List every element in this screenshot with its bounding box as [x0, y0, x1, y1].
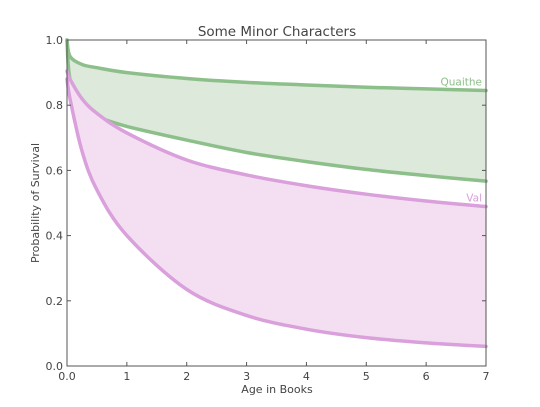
x-tick-label: 0.0	[58, 370, 76, 383]
x-axis: 0.0 1 2 3 4 5 6 7	[58, 40, 490, 383]
x-tick-label: 2	[183, 370, 190, 383]
plot-frame	[66, 39, 487, 367]
quaithe-label: Quaithe	[440, 77, 482, 89]
plot-area	[65, 38, 488, 349]
y-tick-label: 0.8	[46, 99, 64, 112]
quaithe-band	[67, 40, 486, 182]
y-tick-label: 0.2	[46, 295, 64, 308]
val-lower-line	[65, 77, 488, 349]
chart-title: Some Minor Characters	[198, 24, 356, 40]
x-tick-label: 1	[123, 370, 130, 383]
series-labels: Quaithe Val	[440, 77, 482, 205]
x-tick-label: 6	[423, 370, 430, 383]
y-axis-label: Probability of Survival	[29, 143, 42, 263]
x-tick-label: 4	[303, 370, 310, 383]
y-tick-label: 1.0	[46, 34, 64, 47]
x-axis-label: Age in Books	[241, 383, 313, 396]
x-tick-label: 7	[483, 370, 490, 383]
val-label: Val	[466, 193, 482, 205]
y-tick-label: 0.0	[46, 360, 64, 373]
val-upper-line	[65, 69, 488, 209]
y-axis: 0.0 0.2 0.4 0.6 0.8 1.0	[46, 34, 486, 373]
y-tick-label: 0.4	[46, 230, 64, 243]
quaithe-upper-line	[65, 38, 488, 93]
y-tick-label: 0.6	[46, 164, 64, 177]
x-tick-label: 3	[243, 370, 250, 383]
x-tick-label: 5	[363, 370, 370, 383]
